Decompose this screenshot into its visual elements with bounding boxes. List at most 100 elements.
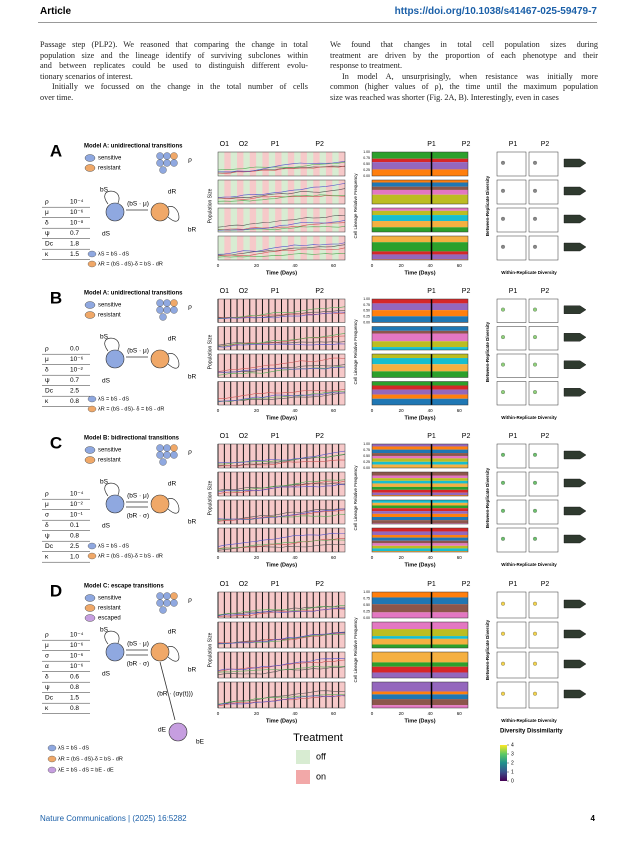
lineage-band: [372, 511, 468, 514]
y-tick-label: 1.00: [363, 297, 370, 301]
lineage-band: [372, 486, 468, 490]
journal: Nature Communications | (2025) 16:5282: [40, 814, 187, 823]
text-line: and between replicates could be used to …: [40, 61, 308, 71]
axis-label: Within-Replicate Diversity: [501, 415, 557, 420]
lineage-band: [372, 495, 468, 496]
param-value: 10⁻⁶: [70, 209, 84, 216]
replicate-arrow: [563, 186, 587, 196]
trajectory: [217, 194, 345, 202]
panel-letter: C: [50, 433, 62, 452]
sensitive-cell: [105, 494, 125, 514]
trajectory: [217, 479, 346, 492]
escaped-cell: [168, 722, 188, 742]
lineage-band: [372, 672, 468, 678]
param-name: ψ: [45, 533, 50, 540]
axis-label: Between-Replicate Diversity: [485, 619, 490, 680]
diversity-point: [501, 244, 505, 249]
lineage-band: [372, 458, 468, 462]
lineage-band: [372, 326, 468, 331]
replicate-arrow: [563, 305, 587, 314]
lineage-band: [372, 444, 468, 447]
param-name: σ: [45, 653, 49, 660]
subplot-frame: [371, 353, 469, 378]
schematic-label: bS: [100, 627, 109, 634]
phase-label: P1: [509, 581, 518, 588]
x-tick-label: 20: [254, 263, 260, 268]
cell-icon: [170, 299, 178, 307]
resistant-cell: [150, 202, 170, 222]
param-name: Dc: [45, 388, 54, 395]
cell-icon: [159, 313, 167, 321]
lineage-band: [372, 699, 468, 706]
cell-icon: [170, 444, 178, 452]
param-value: 1.5: [70, 251, 79, 258]
formula-icon: [47, 755, 57, 763]
diversity-point: [501, 335, 505, 340]
trajectory: [217, 695, 346, 706]
subplot-frame: [217, 381, 346, 406]
lineage-band: [372, 162, 468, 170]
x-tick-label: 20: [399, 408, 405, 413]
schematic-label: (bS · μ): [127, 201, 149, 208]
param-value: 0.8: [70, 684, 79, 691]
param-name: ρ: [45, 491, 49, 498]
diversity-point: [501, 307, 505, 312]
off-stripe: [306, 208, 314, 232]
colorbar: [500, 745, 507, 781]
off-stripe: [268, 208, 276, 232]
param-value: 1.8: [70, 241, 79, 248]
x-tick-label: 60: [331, 711, 337, 716]
param-value: 10⁻⁶: [70, 653, 84, 660]
legend-swatch: [84, 446, 96, 454]
diversity-cell: [496, 681, 527, 709]
text-line: population size and the lineage identify…: [40, 50, 308, 60]
doi[interactable]: https://doi.org/10.1038/s41467-025-59479…: [394, 6, 597, 17]
axis-label: Between-Replicate Diversity: [485, 467, 490, 528]
schematic-label: dR: [168, 189, 177, 196]
phase-label: O2: [239, 581, 248, 588]
param-name: ρ: [45, 632, 49, 639]
loop: [104, 482, 120, 497]
param-value: 2.5: [70, 543, 79, 550]
formula: λS = bS - dS: [98, 543, 129, 549]
panel-title: Model C: escape transitions: [84, 584, 164, 590]
cell-icon: [163, 159, 171, 167]
axis-label: Cell Lineage Relative Frequency: [353, 617, 358, 683]
diversity-cell: [528, 207, 559, 233]
lineage-band: [372, 612, 468, 618]
lineage-band: [372, 389, 468, 395]
param-value: 0.1: [70, 522, 79, 529]
off-stripe: [268, 180, 276, 204]
lineage-band: [372, 210, 468, 216]
diversity-cell: [496, 326, 527, 351]
param-name: δ: [45, 522, 49, 529]
diversity-point: [501, 160, 505, 165]
panel-title: Model A: unidirectional transitions: [84, 144, 183, 150]
off-stripe: [281, 152, 288, 176]
lineage-band: [372, 180, 468, 183]
subplot-frame: [217, 443, 346, 469]
lineage-band: [372, 446, 468, 450]
formula: λS = bS - dS: [58, 745, 89, 751]
lineage-band: [372, 303, 468, 311]
param-name: Dc: [45, 695, 54, 702]
lineage-band: [372, 236, 468, 243]
subplot-frame: [217, 298, 346, 323]
schematic-label: (bR · (αγ(t))): [157, 691, 193, 698]
lineage-band: [372, 508, 468, 512]
y-tick-label: 0.00: [363, 616, 370, 620]
off-stripe: [332, 152, 339, 176]
panel-letter: D: [50, 581, 62, 600]
legend-swatch: [84, 456, 96, 464]
cell-icon: [170, 152, 178, 160]
cell-icon: [156, 451, 164, 459]
lineage-band: [372, 455, 468, 459]
subplot-frame: [371, 621, 469, 649]
lineage-band: [372, 492, 468, 496]
diversity-cell: [496, 298, 527, 323]
lineage-band: [372, 330, 468, 334]
param-value: 10⁻⁴: [70, 491, 84, 498]
loop: [167, 646, 180, 662]
cell-icon: [170, 592, 178, 600]
off-stripe: [218, 236, 225, 260]
